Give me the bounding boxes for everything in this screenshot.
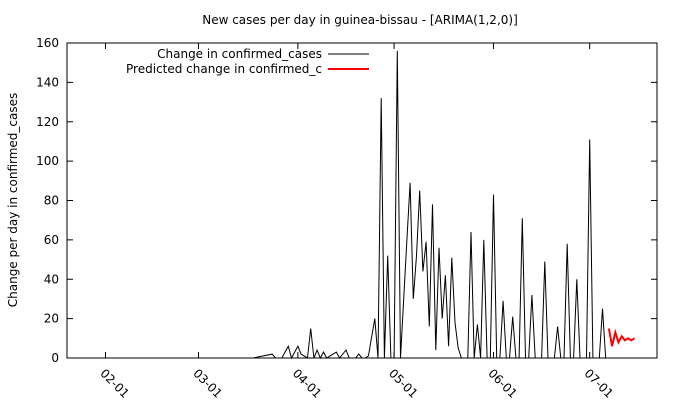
series-line-1 <box>105 50 607 360</box>
y-tick-label: 140 <box>36 75 59 89</box>
series-layer <box>105 50 636 360</box>
y-axis-label: Change per day in confirmed_cases <box>6 93 20 308</box>
legend-label-1: Change in confirmed_cases <box>157 47 322 61</box>
series-line-2 <box>607 328 636 347</box>
x-tick-label: 06-01 <box>485 366 520 400</box>
x-tick-label: 07-01 <box>582 366 617 400</box>
chart-title: New cases per day in guinea-bissau - [AR… <box>202 13 518 27</box>
x-tick-label: 05-01 <box>386 366 421 400</box>
y-tick-label: 160 <box>36 36 59 50</box>
x-tick-label: 02-01 <box>97 366 132 400</box>
legend-label-2: Predicted change in confirmed_c <box>126 62 322 76</box>
plot-frame <box>66 42 658 359</box>
x-tick-label: 04-01 <box>290 366 325 400</box>
y-tick-label: 120 <box>36 115 59 129</box>
y-tick-label: 0 <box>51 351 59 365</box>
y-tick-label: 100 <box>36 154 59 168</box>
y-tick-label: 20 <box>44 312 59 326</box>
y-tick-label: 40 <box>44 272 59 286</box>
y-tick-label: 80 <box>44 194 59 208</box>
x-tick-label: 03-01 <box>190 366 225 400</box>
y-tick-label: 60 <box>44 233 59 247</box>
